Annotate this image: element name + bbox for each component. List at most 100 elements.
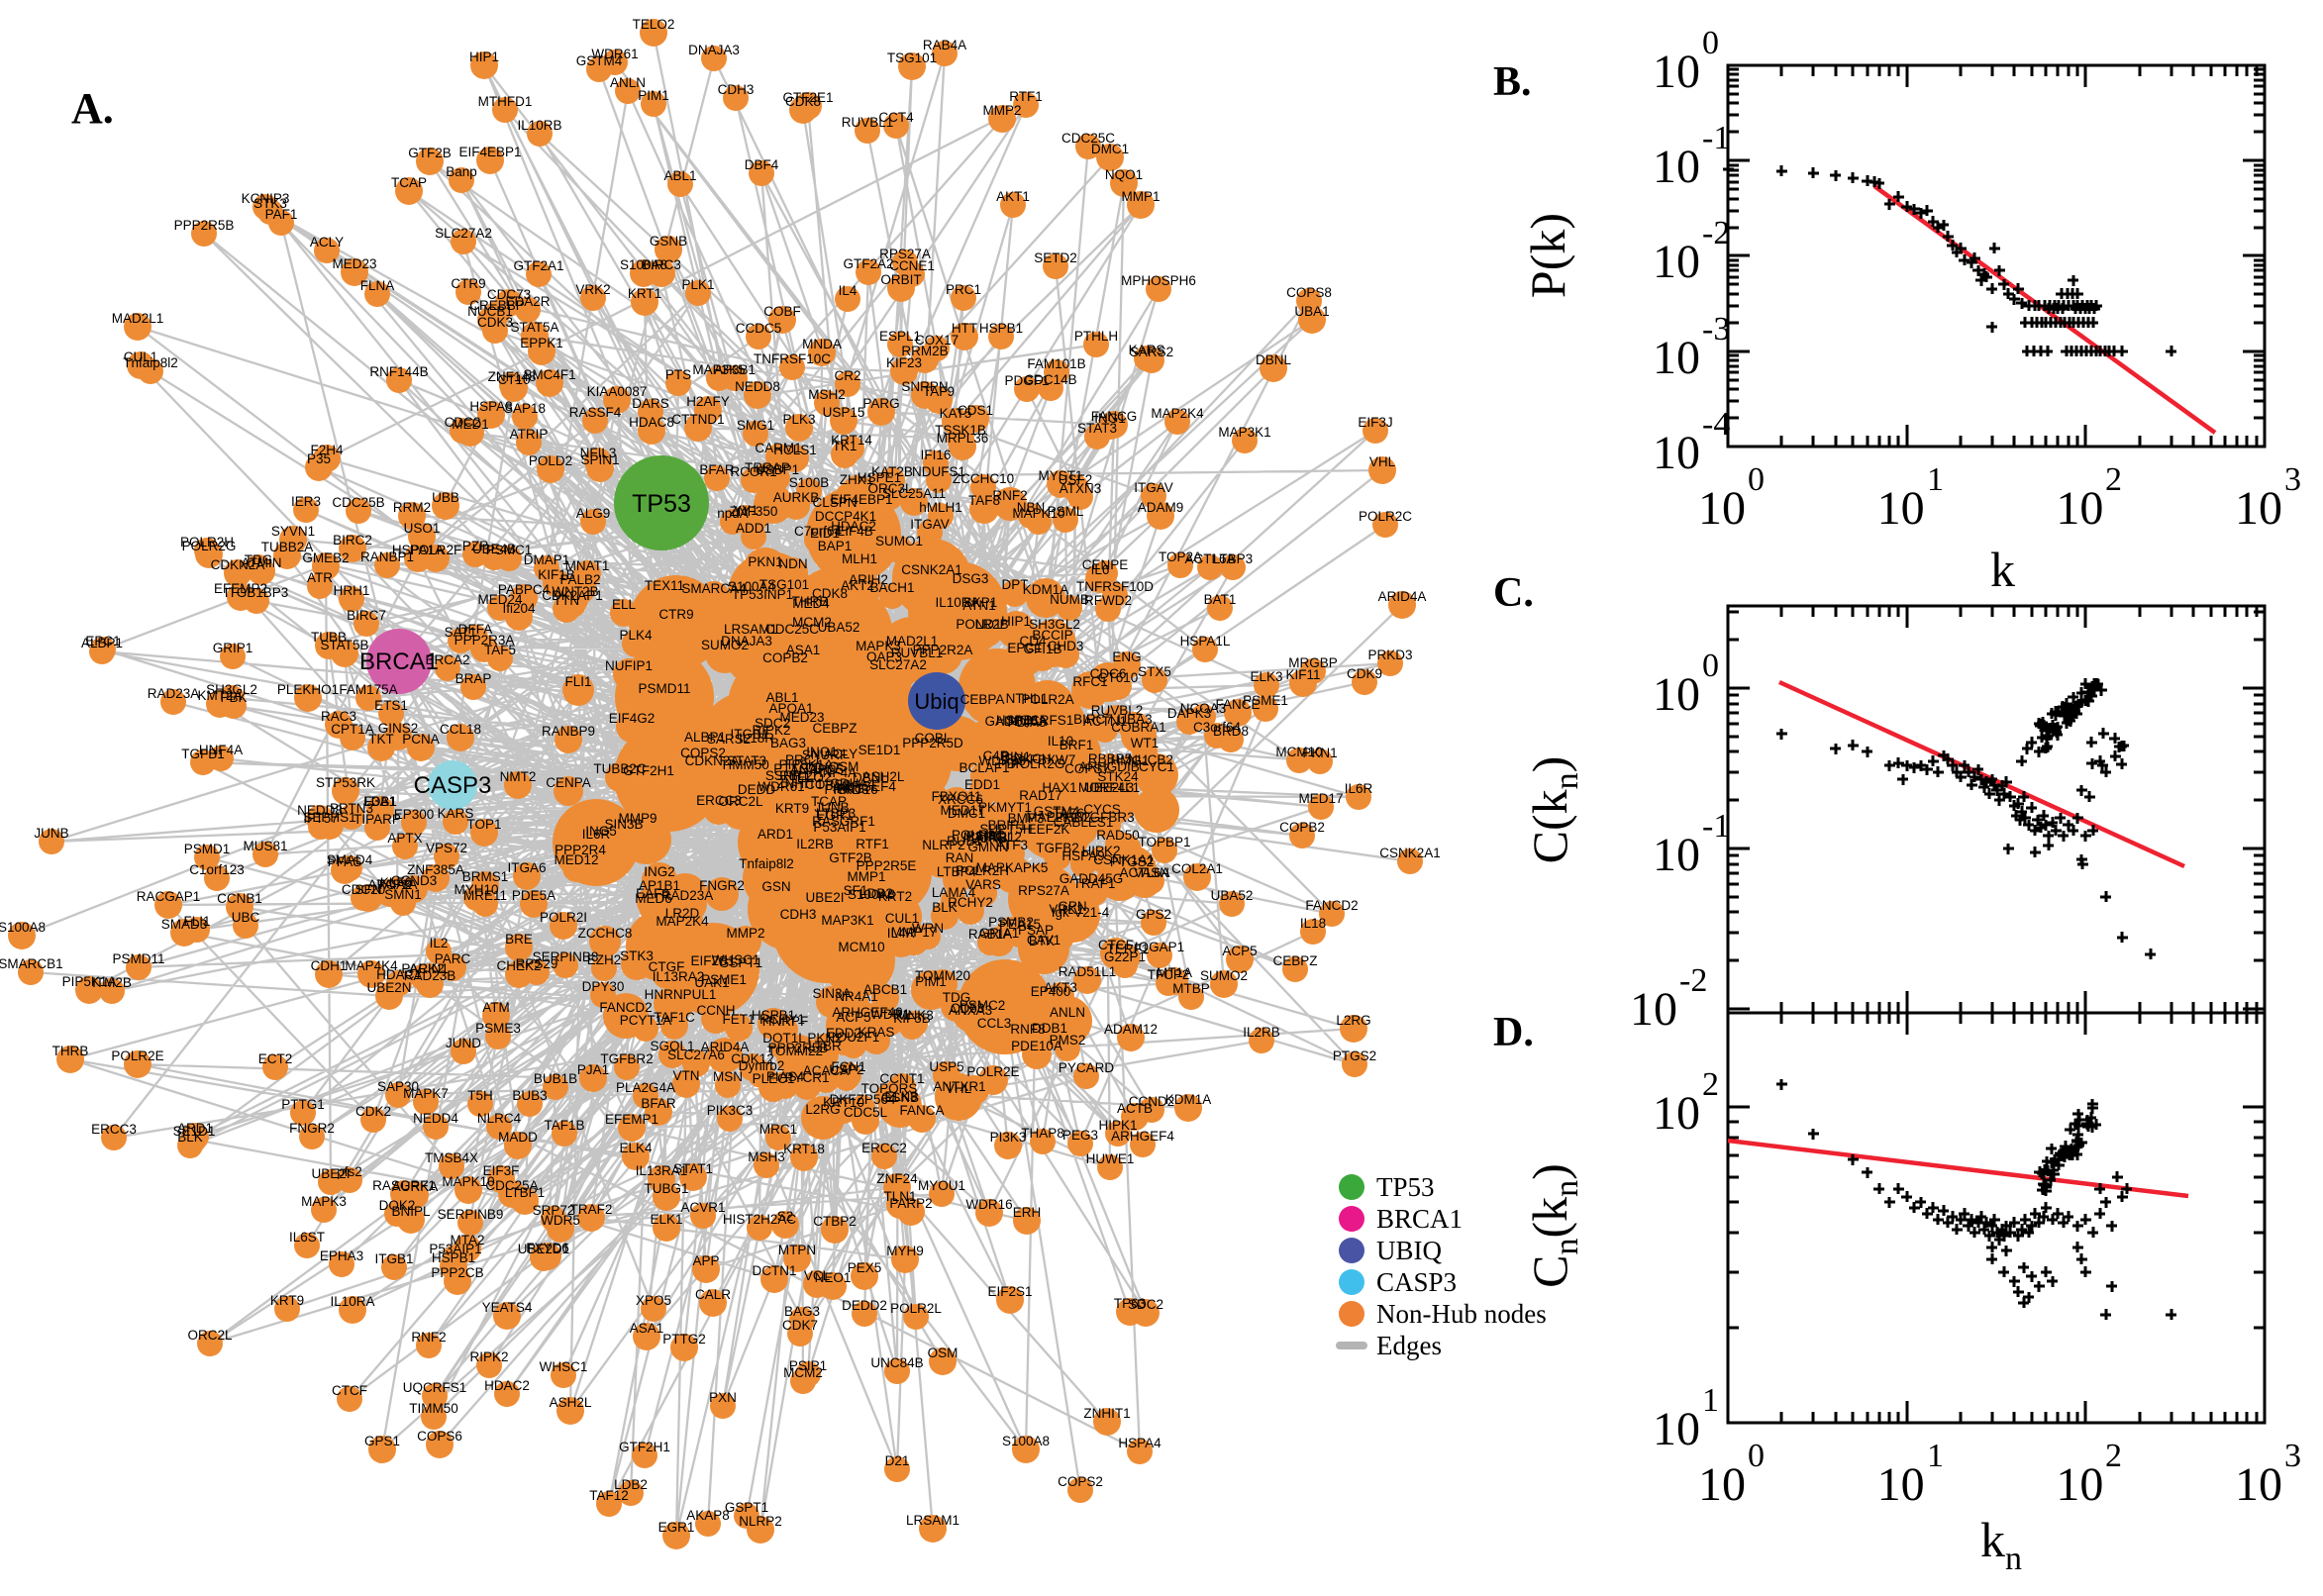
svg-text:Ifi204: Ifi204	[502, 601, 536, 616]
svg-text:SUMO2: SUMO2	[1200, 968, 1248, 983]
svg-text:SUPT5H: SUPT5H	[979, 822, 1032, 837]
svg-text:DNAJA3: DNAJA3	[721, 634, 772, 648]
svg-text:DSG3: DSG3	[953, 571, 989, 586]
svg-text:HIPK2: HIPK2	[1081, 844, 1120, 858]
svg-text:KLF6: KLF6	[380, 875, 412, 890]
svg-text:LR2D: LR2D	[665, 906, 700, 921]
svg-text:HNRNPUL1: HNRNPUL1	[645, 987, 717, 1002]
svg-text:MSH2: MSH2	[808, 387, 846, 402]
svg-text:UBC: UBC	[232, 910, 260, 925]
svg-text:USF2: USF2	[1059, 472, 1093, 487]
svg-text:EPPK1: EPPK1	[520, 336, 563, 350]
svg-text:RAD23B: RAD23B	[404, 968, 456, 983]
svg-text:WDR1: WDR1	[870, 1007, 910, 1022]
svg-text:MED12: MED12	[554, 852, 598, 867]
svg-text:HIST2H2AC: HIST2H2AC	[723, 1212, 797, 1227]
svg-text:pfs2: pfs2	[337, 1164, 362, 1179]
svg-text:ANAPC5: ANAPC5	[790, 762, 844, 777]
svg-text:VCL: VCL	[804, 1268, 831, 1283]
svg-text:CDC2: CDC2	[445, 415, 481, 430]
svg-text:10: 10	[1653, 829, 1700, 881]
svg-text:PRKD3: PRKD3	[1367, 648, 1412, 662]
svg-text:10: 10	[1698, 1458, 1746, 1511]
svg-text:ELK3: ELK3	[884, 1089, 917, 1104]
svg-text:GINS2: GINS2	[378, 721, 419, 736]
svg-text:TGFBR3: TGFBR3	[1081, 810, 1134, 825]
svg-text:ASA1: ASA1	[630, 1321, 664, 1336]
svg-text:HSPA9: HSPA9	[1061, 848, 1104, 863]
svg-text:TGFB1: TGFB1	[181, 747, 225, 761]
svg-text:LTBP3: LTBP3	[1213, 551, 1253, 566]
svg-text:SLC27A6: SLC27A6	[667, 1047, 725, 1062]
svg-text:P(k): P(k)	[1520, 213, 1575, 298]
svg-text:PRC1: PRC1	[785, 752, 821, 767]
svg-text:ACTL6A: ACTL6A	[1184, 551, 1235, 566]
svg-text:IL13RA1: IL13RA1	[636, 1163, 688, 1178]
svg-text:CDH3: CDH3	[718, 82, 755, 97]
svg-text:PABPC4: PABPC4	[498, 582, 551, 597]
svg-text:MMP9: MMP9	[618, 811, 656, 826]
svg-text:EIF4EBP1: EIF4EBP1	[830, 492, 892, 507]
svg-text:BAP1: BAP1	[818, 539, 853, 553]
svg-text:0: 0	[1748, 461, 1765, 498]
svg-text:CT610: CT610	[1098, 670, 1139, 685]
svg-text:JUND: JUND	[446, 1036, 481, 1050]
svg-text:NUFIP1: NUFIP1	[605, 658, 653, 673]
svg-text:AKT2: AKT2	[841, 578, 874, 593]
svg-text:CTCF: CTCF	[332, 1383, 367, 1398]
svg-text:PLK4: PLK4	[619, 628, 653, 643]
svg-text:BLK: BLK	[177, 1130, 203, 1145]
svg-text:TAF8: TAF8	[968, 493, 1000, 508]
svg-text:EGR1: EGR1	[817, 808, 854, 823]
svg-text:PPP2R3A: PPP2R3A	[454, 633, 515, 648]
svg-text:CCNH: CCNH	[697, 1003, 736, 1018]
svg-text:MAP3K1: MAP3K1	[821, 913, 873, 928]
svg-text:UBE2I: UBE2I	[805, 890, 844, 905]
svg-text:VRK2: VRK2	[575, 282, 610, 297]
svg-text:IL2RB: IL2RB	[796, 837, 834, 851]
svg-text:TUBB: TUBB	[311, 630, 347, 645]
svg-text:PPP2R5E: PPP2R5E	[857, 858, 917, 873]
svg-text:UAK1: UAK1	[694, 975, 729, 990]
svg-text:UBA3: UBA3	[1117, 712, 1152, 727]
svg-text:MORF4L1: MORF4L1	[1078, 780, 1140, 795]
svg-text:AP3B1: AP3B1	[714, 362, 756, 377]
svg-text:MAP3K5: MAP3K5	[692, 362, 745, 377]
svg-text:MED4: MED4	[792, 596, 830, 611]
svg-text:TRAF1: TRAF1	[1073, 876, 1116, 891]
svg-text:SMC4F1: SMC4F1	[523, 367, 575, 382]
svg-text:HSPA1L: HSPA1L	[1180, 634, 1231, 648]
svg-text:FXYD6: FXYD6	[526, 1241, 569, 1255]
svg-text:SMN1: SMN1	[384, 887, 422, 902]
svg-text:Edges: Edges	[1376, 1331, 1442, 1360]
svg-text:BRAP: BRAP	[455, 671, 492, 686]
svg-text:COPB2: COPB2	[762, 650, 808, 665]
svg-text:C3orf64: C3orf64	[1193, 720, 1242, 735]
svg-text:TK1: TK1	[833, 439, 858, 453]
svg-text:MTA2: MTA2	[450, 1233, 484, 1247]
svg-text:TUBB2A: TUBB2A	[261, 540, 314, 554]
svg-text:PDGF1: PDGF1	[1004, 373, 1049, 388]
svg-text:MED23: MED23	[332, 256, 376, 271]
svg-text:TAF5: TAF5	[484, 643, 516, 657]
svg-text:WDR33: WDR33	[978, 753, 1025, 768]
svg-text:IL2RB: IL2RB	[1243, 1025, 1280, 1040]
svg-text:PMS2: PMS2	[1050, 1033, 1086, 1047]
svg-text:THRB: THRB	[792, 594, 829, 609]
svg-text:S100A8: S100A8	[620, 257, 667, 272]
svg-text:ACACA: ACACA	[803, 1063, 850, 1078]
svg-text:STAT3: STAT3	[1077, 421, 1117, 436]
svg-text:TOPBP1: TOPBP1	[1138, 835, 1190, 849]
svg-text:10: 10	[1877, 482, 1925, 535]
svg-text:TSSK1B: TSSK1B	[935, 423, 986, 438]
svg-text:PLEC1: PLEC1	[753, 1071, 795, 1086]
svg-text:ARID4A: ARID4A	[1378, 589, 1427, 604]
svg-text:HIP1: HIP1	[469, 50, 499, 64]
svg-text:AURKB: AURKB	[773, 490, 820, 505]
svg-text:STAT1: STAT1	[673, 1161, 713, 1176]
svg-text:PEG3: PEG3	[1062, 1128, 1098, 1143]
svg-text:IFNG: IFNG	[833, 781, 864, 796]
svg-text:TAF6: TAF6	[1053, 806, 1084, 821]
svg-text:PSAP: PSAP	[1018, 923, 1054, 938]
svg-text:SAP18: SAP18	[504, 401, 546, 416]
